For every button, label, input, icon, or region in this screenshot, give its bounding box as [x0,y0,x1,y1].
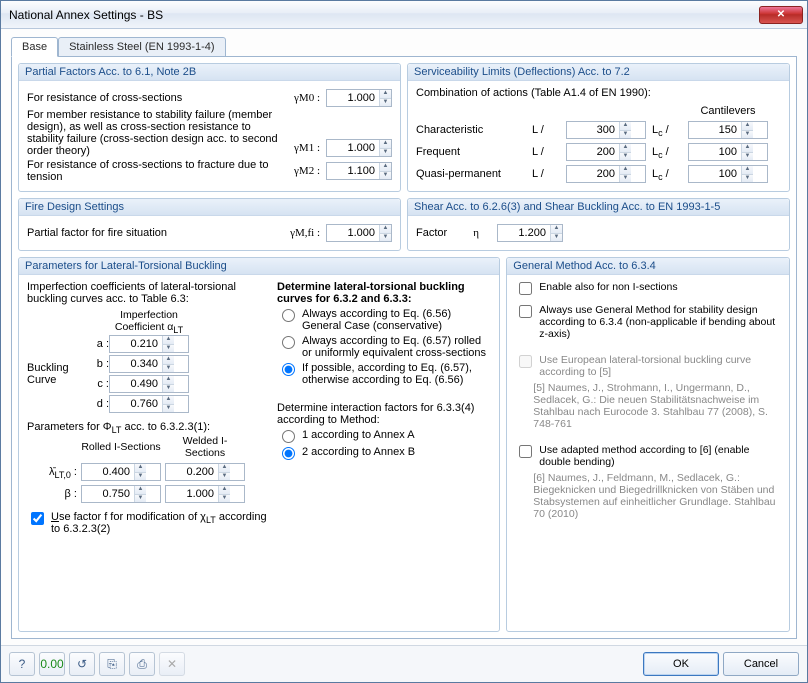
ref5-text: [5] Naumes, J., Strohmann, I., Ungermann… [533,382,781,430]
input-gm0[interactable]: ▲▼ [326,89,392,107]
radio-eq657[interactable]: Always according to Eq. (6.57) rolled or… [277,335,491,359]
tab-stainless[interactable]: Stainless Steel (EN 1993-1-4) [58,37,226,57]
radio-eq-both[interactable]: If possible, according to Eq. (6.57), ot… [277,362,491,386]
input-gm2[interactable]: ▲▼ [326,162,392,180]
label: For resistance of cross-sections to frac… [27,159,278,183]
symbol-gm0: γM0 : [284,92,320,104]
radio-annex-a[interactable]: 1 according to Annex A [277,429,491,443]
save-icon[interactable]: ⎙ [129,652,155,676]
reset-icon[interactable]: ↺ [69,652,95,676]
col-rolled: Rolled I-Sections [81,441,161,453]
load-icon[interactable]: ⎘ [99,652,125,676]
group-fire: Fire Design Settings Partial factor for … [18,198,401,251]
dialog-window: National Annex Settings - BS ✕ Base Stai… [0,0,808,683]
bottom-toolbar: ? 0.00 ↺ ⎘ ⎙ ✕ OK Cancel [1,645,807,682]
close-button[interactable]: ✕ [759,6,803,24]
sym-l: L / [532,168,560,180]
check-use-factor-f[interactable]: Use factor f for modification of χLT acc… [27,511,267,535]
tabstrip: Base Stainless Steel (EN 1993-1-4) [11,37,797,57]
group-header: Partial Factors Acc. to 6.1, Note 2B [19,64,400,81]
sym-lc: Lc / [652,168,682,180]
radio-eq656[interactable]: Always according to Eq. (6.56) General C… [277,308,491,332]
delete-icon: ✕ [159,652,185,676]
symbol-gm2: γM2 : [284,165,320,177]
curve-key: d : [87,398,109,410]
group-serviceability: Serviceability Limits (Deflections) Acc.… [407,63,790,192]
input-freq-lc[interactable]: ▲▼ [688,143,768,161]
check-european-curve: Use European lateral-torsional buckling … [515,354,781,378]
check-non-i-sections[interactable]: Enable also for non I-sections [515,281,781,298]
label: Factor [416,227,447,239]
col-cantilevers: Cantilevers [688,105,768,117]
radio-annex-b[interactable]: 2 according to Annex B [277,446,491,460]
row-label: Quasi-permanent [416,168,526,180]
input-qp-l[interactable]: ▲▼ [566,165,646,183]
sym-lc: Lc / [652,124,682,136]
symbol-gm1: γM1 : [284,142,320,154]
group-header: Fire Design Settings [19,199,400,216]
label: Partial factor for fire situation [27,227,274,239]
label: Determine interaction factors for 6.3.3(… [277,402,491,426]
curve-key: b : [87,358,109,370]
ok-button[interactable]: OK [643,652,719,676]
help-icon[interactable]: ? [9,652,35,676]
input-beta-welded[interactable]: ▲▼ [165,485,245,503]
input-curve-a[interactable]: ▲▼ [109,335,189,353]
group-header: Parameters for Lateral-Torsional Bucklin… [19,258,499,275]
label: For resistance of cross-sections [27,92,278,104]
group-general-method: General Method Acc. to 6.3.4 Enable also… [506,257,790,632]
group-header: Serviceability Limits (Deflections) Acc.… [408,64,789,81]
input-curve-b[interactable]: ▲▼ [109,355,189,373]
input-freq-l[interactable]: ▲▼ [566,143,646,161]
window-title: National Annex Settings - BS [9,8,759,22]
group-header: General Method Acc. to 6.3.4 [507,258,789,275]
input-lam-rolled[interactable]: ▲▼ [81,463,161,481]
ref6-text: [6] Naumes, J., Feldmann, M., Sedlacek, … [533,472,781,520]
label: Combination of actions (Table A1.4 of EN… [416,87,781,99]
input-gm1[interactable]: ▲▼ [326,139,392,157]
label: For member resistance to stability failu… [27,109,278,157]
sym-lc: Lc / [652,146,682,158]
input-char-l[interactable]: ▲▼ [566,121,646,139]
check-label: Use factor f for modification of χLT acc… [51,511,267,535]
tabpage-base: Partial Factors Acc. to 6.1, Note 2B For… [11,56,797,639]
label: Parameters for ΦLT acc. to 6.3.2.3(1): [27,421,267,433]
input-lam-welded[interactable]: ▲▼ [165,463,245,481]
sym-lambda: λ̄LT,0 : [27,466,77,478]
input-gmfi[interactable]: ▲▼ [326,224,392,242]
row-label: Frequent [416,146,526,158]
row-label: Characteristic [416,124,526,136]
input-char-lc[interactable]: ▲▼ [688,121,768,139]
input-eta[interactable]: ▲▼ [497,224,563,242]
input-curve-c[interactable]: ▲▼ [109,375,189,393]
col-imperfection: ImperfectionCoefficient αLT [109,309,189,333]
tab-base[interactable]: Base [11,37,58,57]
group-shear: Shear Acc. to 6.2.6(3) and Shear Bucklin… [407,198,790,251]
label-buckling-curve: Buckling Curve [27,362,87,386]
input-qp-lc[interactable]: ▲▼ [688,165,768,183]
group-partial-factors: Partial Factors Acc. to 6.1, Note 2B For… [18,63,401,192]
label: Determine lateral-torsional buckling cur… [277,281,491,305]
group-ltb: Parameters for Lateral-Torsional Bucklin… [18,257,500,632]
curve-key: c : [87,378,109,390]
input-beta-rolled[interactable]: ▲▼ [81,485,161,503]
group-header: Shear Acc. to 6.2.6(3) and Shear Bucklin… [408,199,789,216]
sym-beta: β : [27,488,77,500]
cancel-button[interactable]: Cancel [723,652,799,676]
curve-key: a : [87,338,109,350]
sym-l: L / [532,146,560,158]
col-welded: Welded I-Sections [165,435,245,459]
client-area: Base Stainless Steel (EN 1993-1-4) Parti… [1,29,807,645]
sym-l: L / [532,124,560,136]
units-icon[interactable]: 0.00 [39,652,65,676]
label: Imperfection coefficients of lateral-tor… [27,281,267,305]
titlebar: National Annex Settings - BS ✕ [1,1,807,29]
symbol-eta: η [473,227,479,239]
check-always-general[interactable]: Always use General Method for stability … [515,304,781,340]
symbol-gmfi: γM,fi : [280,227,320,239]
check-adapted-method[interactable]: Use adapted method according to [6] (ena… [515,444,781,468]
input-curve-d[interactable]: ▲▼ [109,395,189,413]
